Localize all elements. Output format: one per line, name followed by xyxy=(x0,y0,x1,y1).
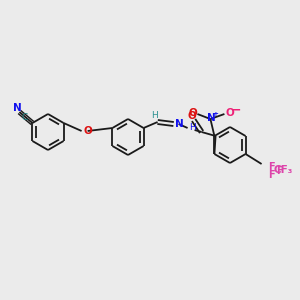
Text: H: H xyxy=(190,122,196,131)
Text: O: O xyxy=(187,111,196,121)
Text: C: C xyxy=(22,113,28,122)
Text: F: F xyxy=(268,162,275,172)
Text: N: N xyxy=(207,113,216,123)
Text: O: O xyxy=(84,126,92,136)
Text: +: + xyxy=(212,111,218,117)
Text: O: O xyxy=(225,108,234,118)
Text: N: N xyxy=(175,119,183,129)
Text: −: − xyxy=(231,103,242,116)
Text: H: H xyxy=(151,110,158,119)
Text: F: F xyxy=(268,170,275,180)
Text: F: F xyxy=(276,166,283,176)
Text: CF₃: CF₃ xyxy=(274,165,293,175)
Text: N: N xyxy=(13,103,22,113)
Text: O: O xyxy=(188,108,197,118)
